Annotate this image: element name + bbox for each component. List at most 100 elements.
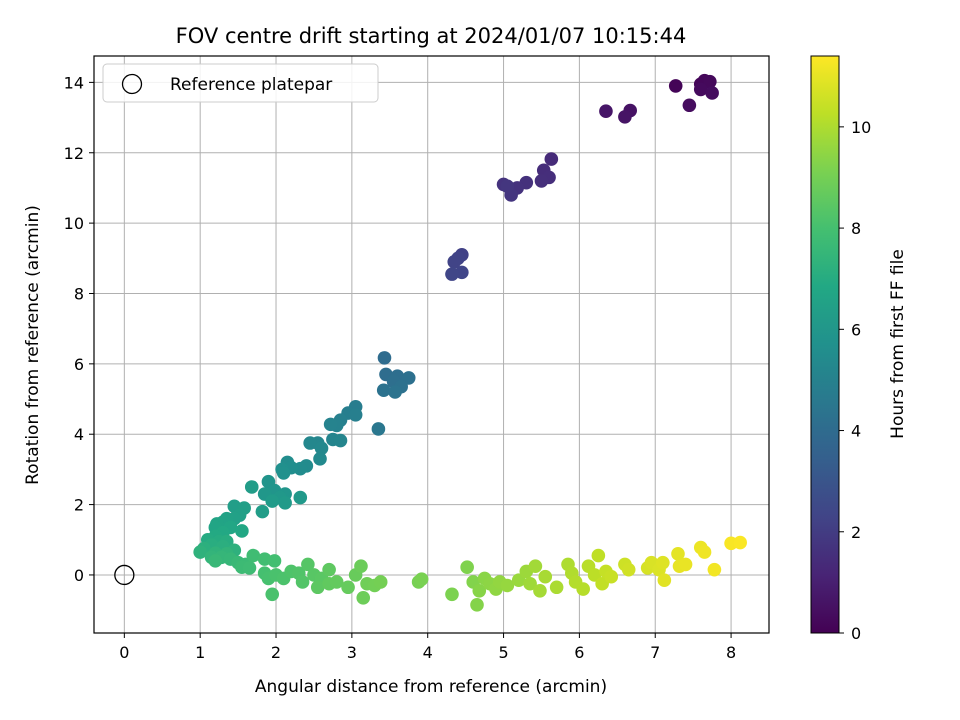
data-point [377,351,392,365]
data-point [445,267,459,281]
data-point [323,417,338,432]
data-point [533,583,547,598]
x-tick-label: 4 [423,643,433,662]
y-axis-title: Rotation from reference (arcmin) [23,205,43,485]
x-tick-label: 0 [119,643,129,662]
data-point [668,79,683,93]
data-point [682,98,697,113]
colorbar-title: Hours from first FF file [888,249,908,439]
data-point [278,496,292,510]
data-point [267,554,282,568]
legend-reference-marker [121,73,143,95]
data-point [693,82,708,97]
data-point [707,562,722,577]
legend: Reference platepar [102,63,379,103]
data-point [246,548,261,563]
data-point [193,545,207,559]
data-point [255,504,270,519]
data-point [576,582,590,596]
data-point [705,86,719,100]
colorbar: 0 2 4 6 8 10 Hours from first FF file [810,55,908,643]
data-point [265,494,280,508]
data-point [538,569,553,584]
data-point [333,433,348,448]
y-tick-label: 6 [74,355,84,374]
data-point [276,466,291,480]
data-point [511,573,526,588]
data-point [303,436,317,450]
colorbar-tick-label: 8 [851,219,861,238]
reference-marker [114,564,135,586]
data-point [373,575,388,589]
x-axis-ticks: 0 1 2 3 4 5 6 7 8 [119,633,736,662]
legend-box [102,63,379,103]
colorbar-tick-label: 2 [851,523,861,542]
data-point [313,452,327,466]
reference-marker-layer [114,564,135,586]
x-tick-label: 6 [574,643,584,662]
data-point [500,179,515,193]
data-point [341,580,355,595]
data-point [528,559,543,573]
colorbar-tick-label: 4 [851,422,861,441]
data-point [414,572,429,586]
plot-frame [93,55,770,634]
data-point [314,441,329,456]
data-point [656,555,670,570]
data-point [591,548,606,563]
data-point [544,152,559,166]
data-point [371,422,386,436]
x-tick-label: 3 [347,643,357,662]
y-tick-label: 14 [64,73,84,92]
data-point [470,598,484,612]
data-point [703,74,717,89]
data-point [460,560,474,575]
y-tick-label: 8 [74,284,84,303]
y-tick-label: 10 [64,214,84,233]
data-point [534,174,549,188]
colorbar-tick-label: 0 [851,624,861,643]
data-point [310,580,325,595]
x-tick-label: 7 [650,643,660,662]
data-point [549,580,564,595]
x-tick-label: 1 [195,643,205,662]
data-point [523,576,537,591]
data-point [348,408,363,422]
colorbar-ticks: 0 2 4 6 8 10 [839,118,871,643]
data-point [678,557,693,572]
data-point [447,255,462,269]
grid [94,56,769,633]
data-point [671,547,685,561]
data-point [293,490,308,505]
data-point [356,591,371,605]
data-point [445,587,459,602]
data-point [265,587,280,602]
data-point [244,480,259,494]
y-tick-label: 0 [74,566,84,585]
data-point [621,562,636,577]
data-point [376,383,391,398]
x-tick-label: 2 [271,643,281,662]
colorbar-gradient [810,55,840,634]
data-point [657,573,672,588]
data-point [322,562,336,577]
data-point [733,535,747,550]
data-point [235,524,249,538]
x-tick-label: 5 [498,643,508,662]
data-point [208,554,223,568]
y-tick-label: 2 [74,496,84,515]
data-point [401,371,416,385]
data-point [354,559,368,573]
data-point [697,545,712,559]
chart-title: FOV centre drift starting at 2024/01/07 … [176,24,687,48]
data-point [388,385,402,399]
x-axis-title: Angular distance from reference (arcmin) [255,677,607,697]
data-point [599,104,613,119]
y-tick-label: 4 [74,425,84,444]
data-point [301,557,315,572]
data-point [295,575,310,589]
data-points [193,73,747,612]
data-point [604,569,619,584]
data-point [587,568,602,582]
